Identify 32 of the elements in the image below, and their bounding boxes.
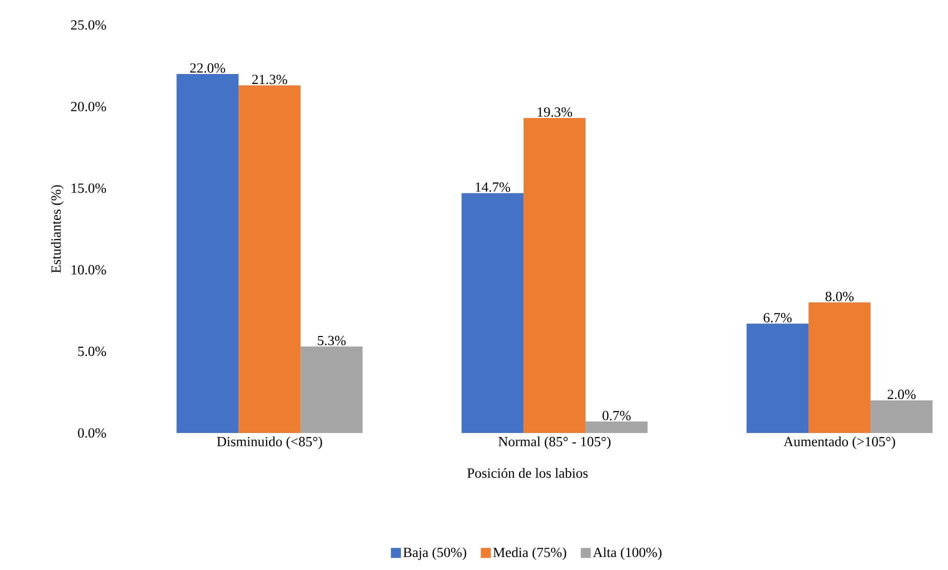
data-label: 6.7% bbox=[764, 312, 792, 322]
data-label: 14.7% bbox=[476, 182, 510, 192]
bar bbox=[746, 324, 809, 433]
x-tick-label: Aumentado (>105°) bbox=[784, 436, 896, 450]
bar bbox=[870, 400, 933, 433]
bar bbox=[586, 422, 648, 433]
data-label: 5.3% bbox=[318, 336, 346, 346]
y-tick-label: 5.0% bbox=[78, 346, 106, 356]
data-label: 19.3% bbox=[538, 107, 572, 117]
data-label: 21.3% bbox=[252, 74, 288, 84]
bar bbox=[300, 346, 363, 433]
bar bbox=[524, 118, 586, 433]
bar bbox=[176, 74, 239, 433]
legend-label: Media (75%) bbox=[493, 547, 566, 560]
y-tick-label: 0.0% bbox=[78, 428, 106, 438]
y-tick-label: 20.0% bbox=[71, 102, 106, 112]
legend-label: Alta (100%) bbox=[592, 547, 662, 560]
y-tick-label: 15.0% bbox=[72, 183, 106, 193]
legend-label: Baja (50%) bbox=[403, 547, 466, 560]
y-axis-title: Estudiantes (%) bbox=[50, 185, 64, 273]
data-label: 8.0% bbox=[826, 292, 854, 302]
y-tick-label: 25.0% bbox=[71, 20, 106, 30]
bar bbox=[238, 85, 301, 433]
x-tick-label: Normal (85° - 105°) bbox=[498, 436, 610, 450]
y-tick-label: 10.0% bbox=[72, 265, 106, 275]
bar bbox=[808, 302, 871, 433]
bar bbox=[462, 193, 524, 433]
data-label: 22.0% bbox=[190, 63, 226, 73]
data-label: 0.7% bbox=[602, 410, 631, 420]
x-axis-title: Posición de los labios bbox=[467, 468, 588, 478]
data-label: 2.0% bbox=[888, 390, 916, 400]
x-tick-label: Disminuido (<85°) bbox=[216, 436, 322, 450]
